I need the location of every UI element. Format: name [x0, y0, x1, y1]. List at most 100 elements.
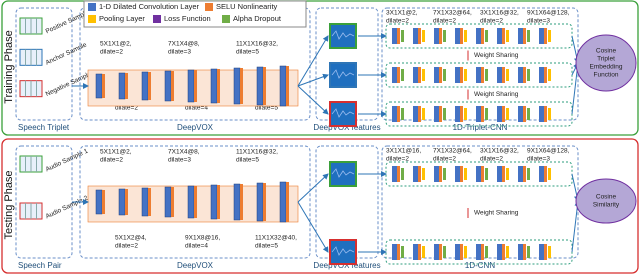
legend-swatch [222, 15, 230, 23]
selu-layer [217, 185, 220, 219]
sample-label: Anchor Sample [45, 41, 89, 66]
cnn-extra [506, 246, 509, 258]
cnn-conv [455, 106, 460, 122]
cnn-conv [518, 28, 523, 44]
cnn-extra [443, 108, 446, 120]
cnn-selu [439, 67, 442, 83]
selu-layer [125, 73, 128, 99]
cnn-conv [392, 106, 397, 122]
cnn-title: 1D-Triplet-CNN [453, 123, 508, 132]
conv-label: dilate=2 [100, 157, 123, 164]
selu-layer [286, 182, 289, 222]
cnn-selu [397, 28, 400, 44]
sample-icon [19, 17, 43, 35]
conv-label: 11X1X16@32, [236, 41, 278, 48]
cnn-selu [418, 244, 421, 260]
conv-label: 11X1X16@32, [236, 149, 278, 156]
cnn-conv [518, 67, 523, 83]
conv-label: 5X1X1@2, [100, 41, 132, 48]
cnn-conv [539, 106, 544, 122]
cnn-extra [485, 246, 488, 258]
legend-label: Loss Function [164, 14, 211, 23]
conv-layer [187, 185, 195, 219]
conv-layer [118, 188, 126, 216]
cnn-selu [460, 106, 463, 122]
cnn-extra [506, 69, 509, 81]
cnn-extra [548, 30, 551, 42]
cnn-selu [397, 106, 400, 122]
selu-layer [148, 72, 151, 100]
cnn-conv [413, 166, 418, 182]
sample-label: Audio Sample 1 [45, 147, 90, 173]
arrow [571, 200, 581, 253]
conv-layer [233, 67, 241, 105]
cnn-selu [523, 67, 526, 83]
cnn-selu [397, 244, 400, 260]
legend-swatch [205, 3, 213, 11]
cnn-extra [464, 69, 467, 81]
output-label: Cosine [596, 48, 617, 55]
legend-box [83, 0, 307, 28]
legend-label: 1-D Dilated Convolution Layer [99, 2, 200, 11]
layer-label: dilate=2 [433, 156, 456, 163]
conv-layer [210, 184, 218, 220]
cnn-conv [455, 67, 460, 83]
feature-map [329, 62, 357, 88]
cnn-extra [401, 246, 404, 258]
cnn-selu [544, 28, 547, 44]
selu-layer [217, 69, 220, 103]
conv-label: dilate=5 [236, 157, 259, 164]
output-label: Triplet [597, 56, 615, 63]
cnn-selu [418, 67, 421, 83]
conv-label: 7X1X4@8, [168, 149, 200, 156]
cnn-selu [481, 67, 484, 83]
sample-label: Positive Sample [45, 9, 91, 35]
conv-layer [95, 73, 103, 99]
cnn-conv [497, 106, 502, 122]
cnn-selu [544, 106, 547, 122]
cnn-conv [518, 244, 523, 260]
conv-label: 5X1X1@2, [100, 149, 132, 156]
cnn-selu [481, 166, 484, 182]
cnn-conv [455, 28, 460, 44]
cnn-conv [413, 28, 418, 44]
cnn-conv [497, 28, 502, 44]
layer-label: 7X1X32@64, [433, 148, 472, 155]
conv-layer [187, 69, 195, 103]
arrow [297, 173, 329, 203]
arrow [297, 201, 329, 253]
phase-label: Training Phase [3, 30, 15, 104]
input-box [15, 145, 73, 259]
arrow [297, 73, 329, 87]
cnn-conv [413, 67, 418, 83]
phase-box [1, 138, 639, 274]
feature-trace [331, 246, 355, 256]
conv-label: dilate=2 [100, 49, 123, 56]
conv-label: 5X1X2@4, [115, 235, 147, 242]
conv-layer [95, 189, 103, 215]
conv-label: 11X1X32@40, [255, 235, 297, 242]
feature-map [329, 101, 357, 127]
conv-label: dilate=3 [168, 157, 191, 164]
cnn-conv [476, 244, 481, 260]
selu-layer [125, 189, 128, 215]
features-title: DeepVOX features [313, 261, 380, 270]
cnn-conv [476, 166, 481, 182]
cnn-extra [527, 246, 530, 258]
cnn-selu [460, 166, 463, 182]
cnn-conv [497, 67, 502, 83]
legend-label: Pooling Layer [99, 14, 145, 23]
layer-label: dilate=2 [480, 18, 503, 25]
output-label: Cosine [596, 194, 617, 201]
selu-layer [102, 74, 105, 98]
cnn-conv [497, 244, 502, 260]
phase-label: Testing Phase [3, 170, 15, 239]
cnn-selu [418, 166, 421, 182]
features-title: DeepVOX features [313, 123, 380, 132]
sample-icon [19, 80, 43, 98]
conv-layer [256, 182, 264, 222]
cnn-selu [523, 106, 526, 122]
cnn-extra [548, 69, 551, 81]
layer-label: 3X1X1@16, [386, 148, 421, 155]
